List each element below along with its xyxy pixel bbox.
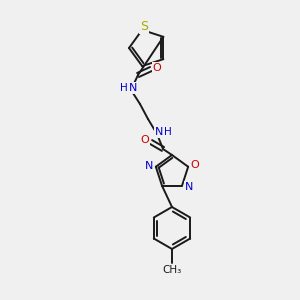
Text: CH₃: CH₃ [162, 265, 182, 275]
Text: N: N [145, 161, 153, 171]
Text: S: S [140, 20, 148, 33]
Text: N: N [129, 83, 137, 93]
Text: H: H [164, 127, 172, 137]
Text: N: N [185, 182, 193, 192]
Text: O: O [153, 63, 161, 73]
Text: O: O [191, 160, 200, 170]
Text: H: H [120, 83, 128, 93]
Text: O: O [141, 135, 149, 145]
Text: N: N [155, 127, 163, 137]
